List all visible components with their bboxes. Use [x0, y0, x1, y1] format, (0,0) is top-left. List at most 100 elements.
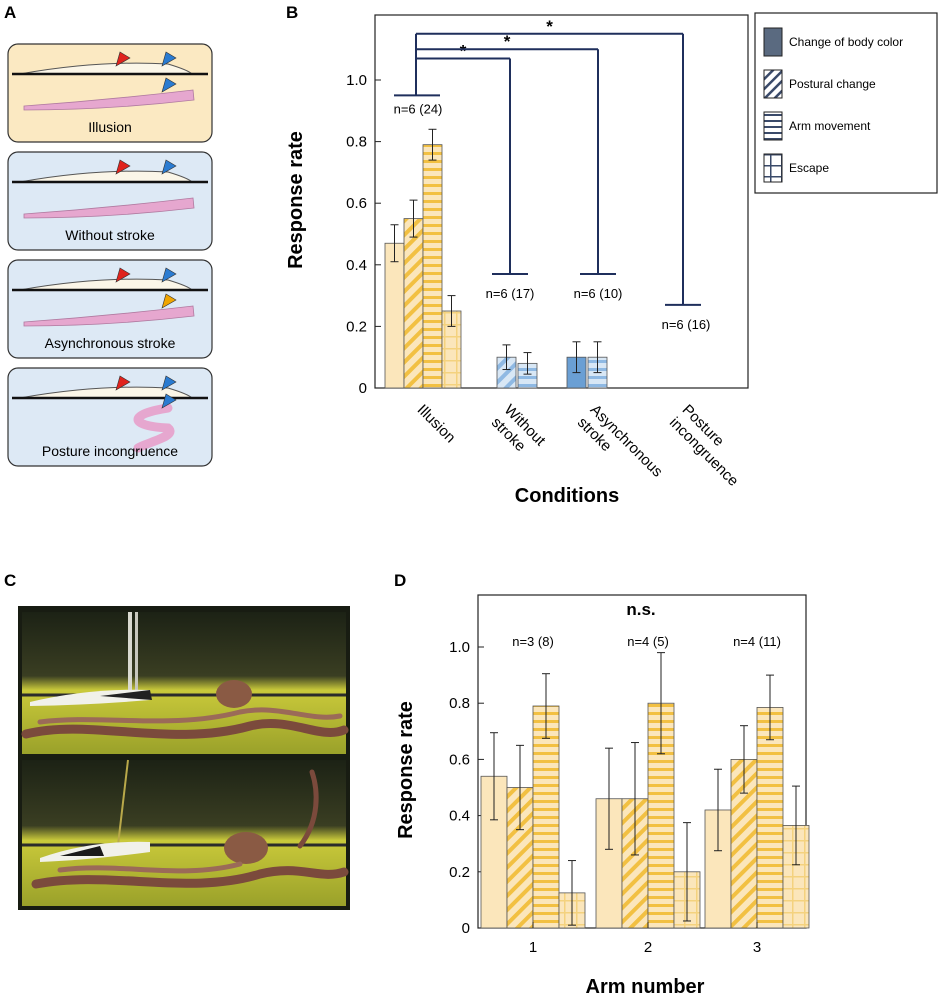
real-arm [23, 305, 195, 327]
n-label: n=4 (11) [733, 634, 781, 649]
red-brush-marker [115, 375, 131, 391]
legend-label: Arm movement [789, 119, 871, 133]
category-label: Illusion [414, 401, 459, 446]
bar [384, 242, 405, 389]
y-tick-label: 0.8 [449, 695, 470, 712]
panel-b-y-axis-label: Response rate [285, 131, 307, 269]
panel-a-schematics: Illusion Without stroke Asynchronous strok… [7, 43, 213, 467]
panel-b-bars [384, 128, 608, 389]
legend-swatch [763, 69, 783, 99]
panel-d-y-ticks: 0 0.2 0.4 0.6 0.8 1.0 [449, 639, 484, 937]
real-arm [23, 197, 195, 219]
panel-b-chart: 0 0.2 0.4 0.6 0.8 1.0 * * * n=6 (24) n=6 (17) n=6 … [285, 14, 749, 507]
schematic-label: Asynchronous stroke [45, 335, 176, 351]
panel-d-y-axis-label: Response rate [395, 701, 417, 839]
y-tick-label: 0 [359, 380, 367, 397]
legend-item: Arm movement [763, 111, 871, 141]
legend: Change of body color Postural change Arm m… [754, 12, 938, 194]
schematic-label: Illusion [88, 119, 132, 135]
schematic-box: Illusion [7, 43, 213, 143]
panel-b-frame [374, 14, 749, 389]
significance-star: * [460, 41, 467, 60]
legend-frame [754, 12, 938, 194]
lower-brush-marker [161, 77, 177, 93]
panel-c-photo [18, 606, 350, 910]
panel-label-c: C [4, 571, 16, 590]
bar [532, 705, 560, 929]
y-tick-label: 0.4 [449, 808, 470, 825]
red-brush-marker [115, 159, 131, 175]
schematic-box: Posture incongruence [7, 367, 213, 467]
y-tick-label: 0.6 [449, 751, 470, 768]
n-label: n=6 (10) [574, 286, 623, 301]
panel-label-a: A [4, 3, 16, 22]
octopus-head-top [216, 680, 252, 708]
legend-label: Escape [789, 161, 829, 175]
schematic-label: Posture incongruence [42, 443, 178, 459]
panel-d-x-axis-label: Arm number [586, 976, 705, 998]
panel-d-category-labels: 1 2 3 [529, 922, 761, 956]
legend-label: Change of body color [789, 35, 903, 49]
y-tick-label: 0.8 [346, 134, 367, 151]
schematic-box: Without stroke [7, 151, 213, 251]
panel-label-d: D [394, 571, 406, 590]
blue-brush-marker [161, 267, 177, 283]
legend-item: Postural change [763, 69, 876, 99]
fake-arm-model [19, 62, 194, 75]
y-tick-label: 1.0 [346, 72, 367, 89]
schematic-label: Without stroke [65, 227, 155, 243]
n-label: n=6 (16) [662, 317, 711, 332]
legend-item: Escape [763, 153, 829, 183]
legend-item: Change of body color [763, 27, 903, 57]
legend-swatch [763, 153, 783, 183]
y-tick-label: 0 [462, 920, 470, 937]
n-label: n=6 (24) [394, 101, 443, 116]
bar [480, 775, 508, 929]
blue-brush-marker [161, 159, 177, 175]
x-tick-label: 3 [753, 939, 761, 956]
fake-arm-model [19, 170, 194, 183]
n-label: n=3 (8) [512, 634, 554, 649]
y-tick-label: 0.6 [346, 195, 367, 212]
y-tick-label: 1.0 [449, 639, 470, 656]
panel-d-bars: n=3 (8) n=4 (5) n=4 (11) [480, 634, 810, 929]
red-brush-marker [115, 267, 131, 283]
real-arm [23, 89, 195, 111]
y-tick-label: 0.2 [346, 318, 367, 335]
panel-b-brackets: * * * n=6 (24) n=6 (17) n=6 (10) n=6 (16) [394, 17, 711, 332]
category-label-line: Illusion [414, 401, 459, 446]
bar [403, 218, 424, 389]
panel-b-x-axis-label: Conditions [515, 485, 619, 507]
y-tick-label: 0.4 [346, 257, 367, 274]
x-tick-label: 1 [529, 939, 537, 956]
real-arm-curled [133, 403, 175, 453]
octopus-head-bottom [224, 832, 268, 864]
y-tick-label: 0.2 [449, 864, 470, 881]
blue-brush-marker [161, 51, 177, 67]
photo-bottom [22, 759, 349, 906]
fake-arm-model [19, 386, 194, 399]
significance-star: * [546, 17, 553, 36]
legend-swatch [763, 27, 783, 57]
photo-top [21, 612, 349, 754]
n-label: n=6 (17) [486, 286, 535, 301]
x-tick-label: 2 [644, 939, 652, 956]
bar [422, 144, 443, 389]
panel-b-y-ticks: 0 0.2 0.4 0.6 0.8 1.0 [346, 72, 381, 397]
bar [756, 707, 784, 929]
lower-brush-marker [161, 393, 177, 409]
panel-label-b: B [286, 3, 298, 22]
panel-d-ns-annotation: n.s. [626, 600, 655, 619]
significance-star: * [504, 32, 511, 51]
legend-label: Postural change [789, 77, 876, 91]
lower-brush-marker [161, 293, 177, 309]
n-label: n=4 (5) [627, 634, 669, 649]
blue-brush-marker [161, 375, 177, 391]
fake-arm-model [19, 278, 194, 291]
legend-swatch [763, 111, 783, 141]
